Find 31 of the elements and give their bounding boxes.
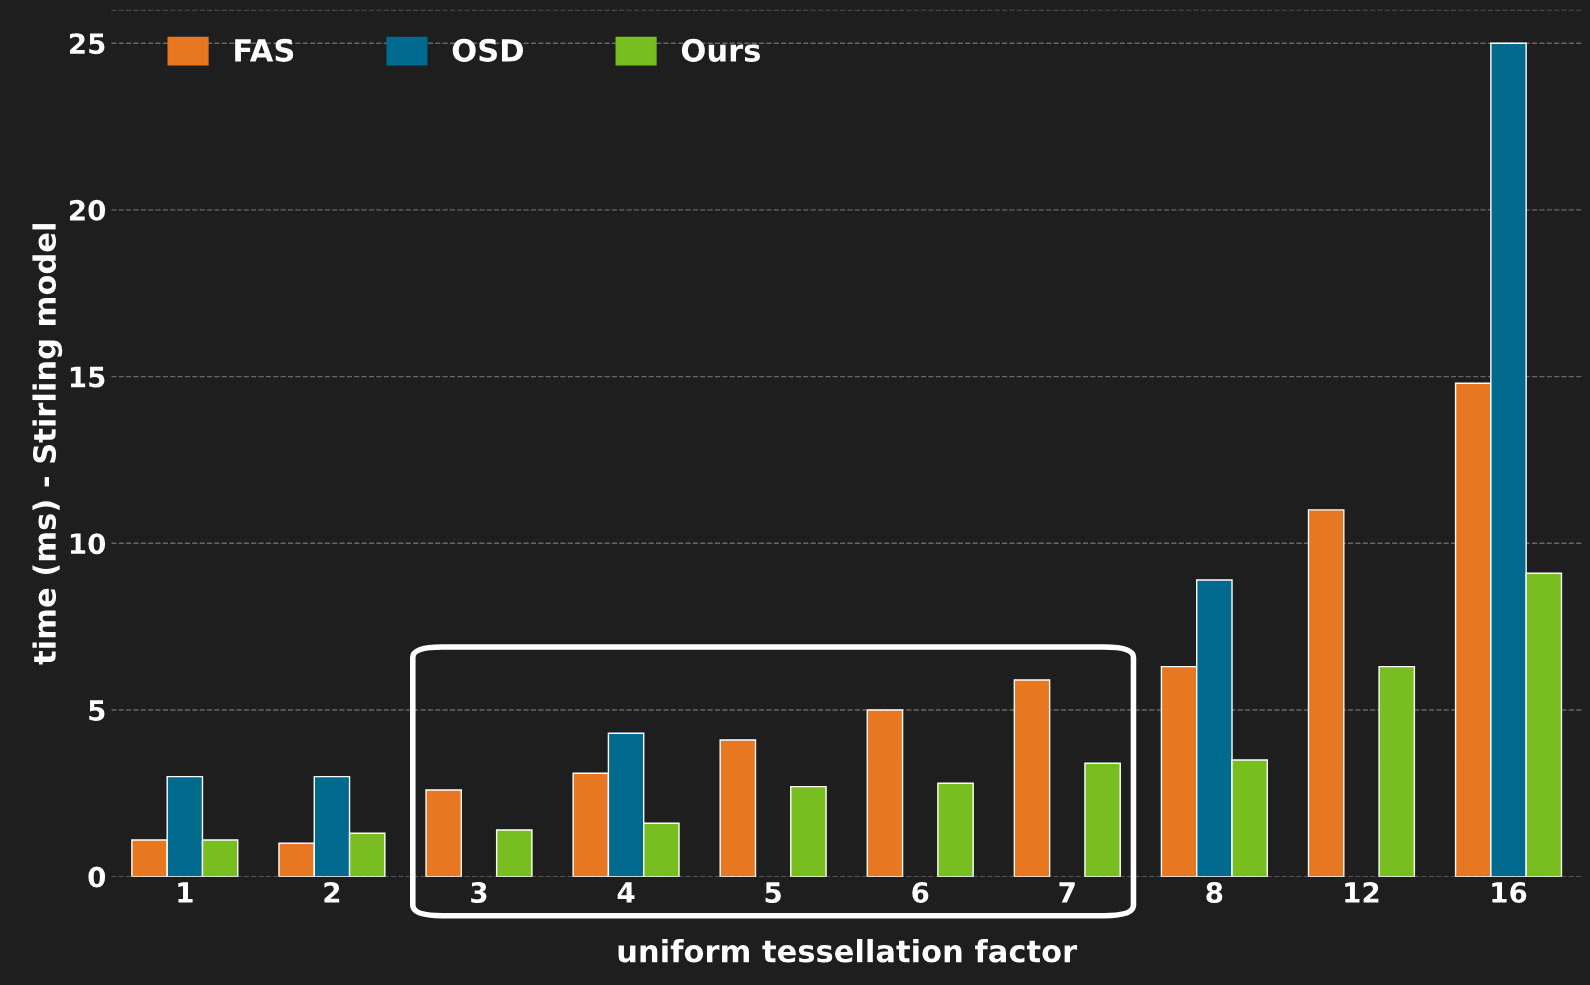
y-tick-label: 10 <box>70 533 106 555</box>
legend-label: OSD <box>452 38 523 62</box>
legend-label: Ours <box>681 38 760 62</box>
bar <box>495 829 533 877</box>
bar <box>866 709 904 877</box>
bar <box>1378 665 1416 877</box>
x-tick-label: 1 <box>178 882 193 903</box>
x-tick-label: 7 <box>1059 882 1075 903</box>
x-tick-label: 12 <box>1345 882 1379 903</box>
y-tick-label: 15 <box>70 366 105 388</box>
y-tick-label: 25 <box>69 33 105 55</box>
bar <box>1084 762 1121 877</box>
y-tick-label: 0 <box>88 866 106 888</box>
x-axis-title: uniform tessellation factor <box>618 938 1078 963</box>
y-axis-title: time (ms) - Stirling model <box>32 224 63 665</box>
x-tick-label: 5 <box>765 882 781 904</box>
x-tick-label: 8 <box>1206 882 1223 904</box>
x-tick-label: 3 <box>471 882 487 904</box>
x-tick-label: 6 <box>912 882 929 904</box>
bar <box>425 789 463 877</box>
legend-label: FAS <box>235 38 294 62</box>
y-tick-label: 5 <box>89 700 105 721</box>
bar <box>1307 509 1345 877</box>
bar <box>1013 679 1051 877</box>
x-tick-label: 4 <box>617 882 635 903</box>
bar <box>937 782 974 877</box>
bar <box>719 739 757 877</box>
x-tick-label: 2 <box>324 882 340 903</box>
bar <box>790 785 827 877</box>
x-tick-label: 16 <box>1492 882 1527 904</box>
y-tick-label: 20 <box>69 199 106 221</box>
